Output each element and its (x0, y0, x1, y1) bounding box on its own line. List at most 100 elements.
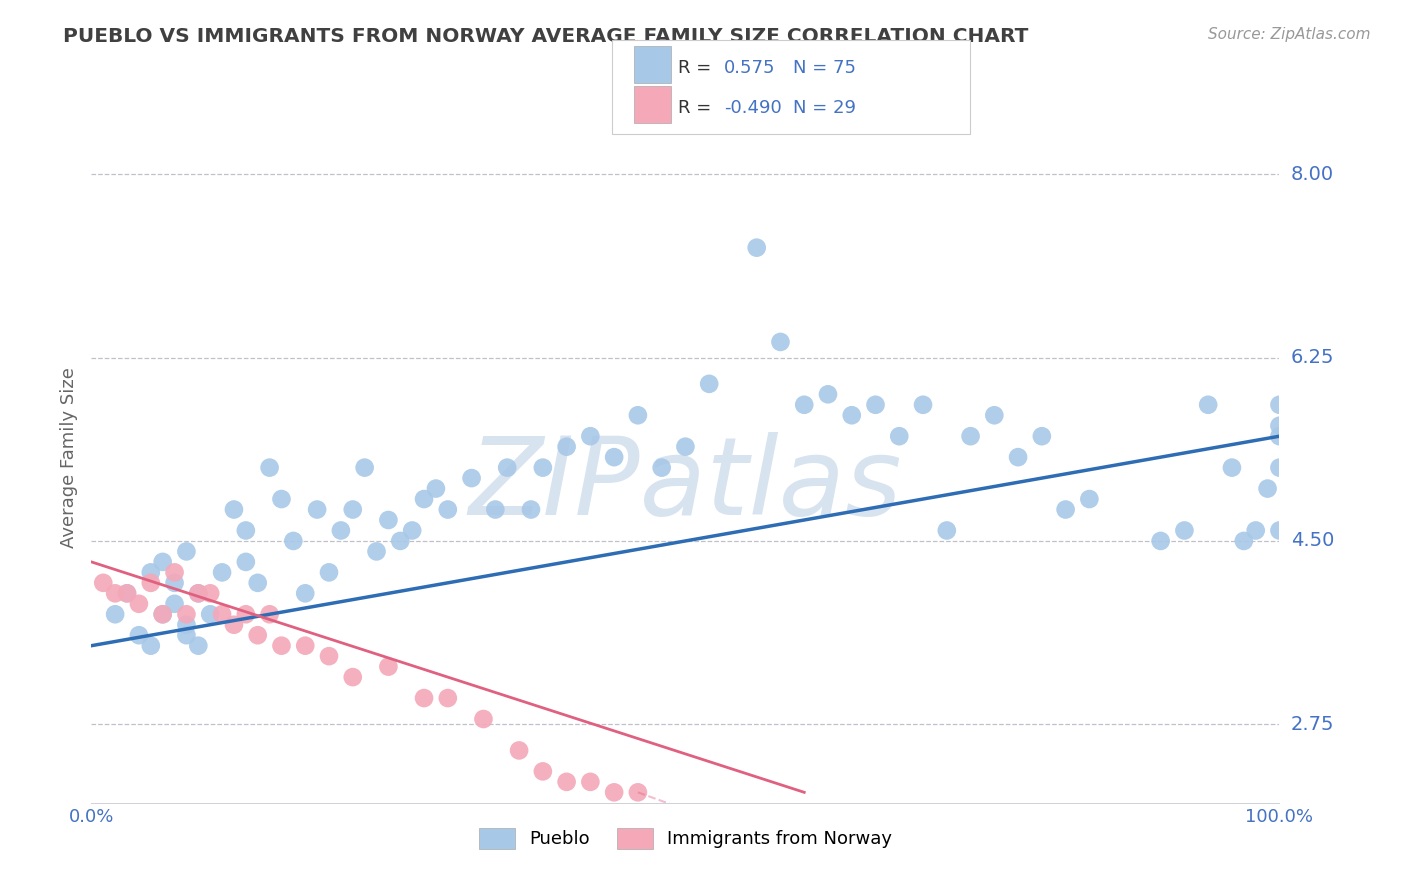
Point (139, 639, 162, 653)
Point (294, 586, 316, 600)
Point (1173, 524, 1195, 538)
Point (401, 524, 423, 538)
Point (342, 670, 364, 684)
Point (1244, 524, 1267, 538)
Point (246, 628, 269, 642)
Point (176, 628, 198, 642)
Legend: Pueblo, Immigrants from Norway: Pueblo, Immigrants from Norway (471, 821, 900, 856)
Point (1031, 429, 1053, 443)
Point (115, 586, 138, 600)
Point (211, 566, 233, 580)
Point (200, 607, 222, 622)
Point (187, 586, 209, 600)
Point (1007, 450, 1029, 465)
Point (472, 712, 495, 726)
Point (259, 460, 281, 475)
Point (508, 743, 530, 757)
Point (697, 376, 720, 391)
Point (436, 502, 458, 516)
Point (235, 555, 257, 569)
Point (496, 460, 519, 475)
Point (176, 617, 198, 632)
Point (627, 785, 650, 799)
Point (436, 691, 458, 706)
Point (222, 617, 245, 632)
Point (259, 607, 281, 622)
Point (377, 659, 399, 673)
Point (1268, 460, 1291, 475)
Point (235, 524, 257, 538)
Point (579, 429, 602, 443)
Point (139, 575, 162, 590)
Point (745, 241, 768, 255)
Point (163, 597, 186, 611)
Point (1149, 533, 1171, 548)
Point (484, 502, 506, 516)
Text: 2.75: 2.75 (1291, 714, 1334, 734)
Point (1268, 429, 1291, 443)
Point (935, 524, 957, 538)
Text: R =: R = (678, 99, 717, 117)
Point (176, 544, 198, 558)
Point (959, 429, 981, 443)
Point (1197, 398, 1219, 412)
Text: N = 29: N = 29 (793, 99, 856, 117)
Point (983, 409, 1005, 423)
Point (911, 398, 934, 412)
Point (1233, 533, 1256, 548)
Point (1268, 418, 1291, 433)
Point (651, 460, 673, 475)
Point (520, 502, 543, 516)
Point (222, 502, 245, 516)
Point (413, 691, 436, 706)
Text: 0.575: 0.575 (724, 60, 776, 78)
Point (235, 607, 257, 622)
Point (1054, 502, 1077, 516)
Point (128, 597, 150, 611)
Point (627, 409, 650, 423)
Point (603, 450, 626, 465)
Point (187, 586, 209, 600)
Point (128, 628, 150, 642)
Point (793, 398, 815, 412)
Point (176, 607, 198, 622)
Point (307, 502, 329, 516)
Point (579, 775, 602, 789)
Point (1078, 491, 1101, 506)
Point (139, 566, 162, 580)
Point (163, 575, 186, 590)
Text: 8.00: 8.00 (1291, 165, 1334, 184)
Point (342, 502, 364, 516)
Point (163, 566, 186, 580)
Point (270, 491, 292, 506)
Point (889, 429, 911, 443)
Point (270, 639, 292, 653)
Text: N = 75: N = 75 (793, 60, 856, 78)
Point (246, 575, 269, 590)
Point (104, 586, 127, 600)
Point (152, 607, 174, 622)
Point (413, 491, 436, 506)
Point (1268, 524, 1291, 538)
Point (104, 607, 127, 622)
Point (817, 387, 839, 401)
Point (283, 533, 305, 548)
Point (603, 785, 626, 799)
Text: Source: ZipAtlas.com: Source: ZipAtlas.com (1208, 27, 1371, 42)
Text: PUEBLO VS IMMIGRANTS FROM NORWAY AVERAGE FAMILY SIZE CORRELATION CHART: PUEBLO VS IMMIGRANTS FROM NORWAY AVERAGE… (63, 27, 1029, 45)
Text: R =: R = (678, 60, 717, 78)
Point (425, 482, 447, 496)
Point (187, 639, 209, 653)
Point (329, 524, 352, 538)
Point (366, 544, 388, 558)
Point (555, 775, 578, 789)
Point (531, 460, 554, 475)
Point (555, 440, 578, 454)
Point (1220, 460, 1243, 475)
Point (531, 764, 554, 779)
Point (152, 607, 174, 622)
Point (353, 460, 375, 475)
Point (460, 471, 482, 485)
Point (115, 586, 138, 600)
Point (152, 555, 174, 569)
